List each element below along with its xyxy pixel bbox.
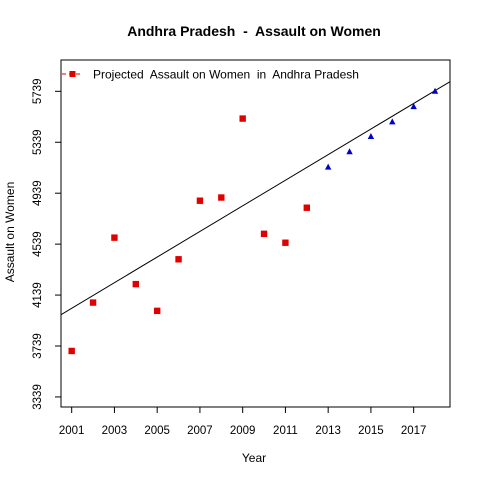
observed-point — [303, 204, 310, 211]
trend-line-layer — [61, 81, 450, 316]
y-tick-label: 5339 — [32, 129, 44, 155]
projected-point — [324, 163, 332, 170]
x-tick-label: 2003 — [102, 425, 128, 437]
observed-point — [175, 256, 182, 263]
observed-point — [260, 230, 268, 238]
plot-frame — [60, 59, 451, 408]
observed-point — [218, 194, 225, 201]
y-tick-label: 3339 — [32, 384, 44, 410]
y-tick-label: 4139 — [32, 282, 44, 308]
x-tick-label: 2015 — [358, 425, 384, 437]
observed-point — [89, 299, 97, 306]
x-tick-label: 2011 — [273, 425, 298, 437]
projected-point — [431, 87, 439, 94]
x-axis: 2001 2003 2005 2007 2009 2011 2013 2015 2017 — [59, 407, 427, 437]
x-axis-label: Year — [242, 451, 266, 465]
observed-point — [111, 234, 118, 241]
observed-point — [153, 307, 161, 315]
observed-point — [282, 239, 289, 246]
chart-title: Andhra Pradesh - Assault on Women — [127, 23, 381, 39]
projected-point — [389, 118, 396, 125]
x-tick-label: 2009 — [230, 425, 256, 437]
x-tick-label: 2013 — [315, 425, 341, 437]
legend-marker — [69, 71, 76, 77]
projected-point — [367, 133, 375, 140]
y-tick-label: 3739 — [32, 333, 44, 359]
observed-point — [239, 115, 246, 122]
x-tick-label: 2001 — [59, 425, 85, 437]
y-axis: 3339 3739 4139 4539 4939 5339 5739 — [32, 79, 61, 410]
y-axis-label: Assault on Women — [3, 182, 17, 283]
observed-point — [196, 197, 204, 204]
trend-line — [61, 81, 450, 316]
y-tick-label: 5739 — [32, 79, 44, 105]
x-tick-label: 2005 — [144, 425, 170, 437]
plot-clip-wrapper — [61, 81, 450, 316]
y-tick-label: 4539 — [32, 231, 44, 257]
projected-point — [346, 148, 353, 155]
y-tick-label: 4939 — [32, 180, 44, 206]
points-layer — [68, 87, 439, 355]
x-tick-label: 2017 — [401, 425, 427, 437]
x-tick-label: 2007 — [187, 425, 213, 437]
observed-point — [132, 280, 140, 288]
projected-point — [410, 103, 417, 110]
legend-label: Projected Assault on Women in Andhra Pra… — [93, 68, 359, 82]
observed-point — [68, 347, 75, 355]
legend: Projected Assault on Women in Andhra Pra… — [62, 68, 359, 82]
